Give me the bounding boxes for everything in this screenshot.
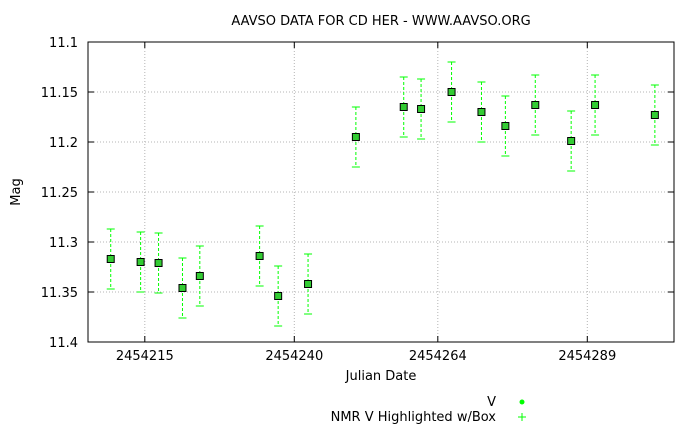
data-point <box>106 255 115 263</box>
legend-label-nmr: NMR V Highlighted w/Box <box>331 410 497 425</box>
chart-title: AAVSO DATA FOR CD HER - WWW.AAVSO.ORG <box>231 14 530 29</box>
data-point <box>255 252 264 260</box>
y-tick-label: 11.25 <box>41 186 78 201</box>
y-axis-label: Mag <box>9 178 24 205</box>
y-tick-label: 11.2 <box>49 136 78 151</box>
y-tick-label: 11.3 <box>49 236 78 251</box>
data-point <box>477 108 486 116</box>
x-axis-label: Julian Date <box>345 369 417 384</box>
x-tick-label: 2454240 <box>265 349 323 364</box>
data-point <box>136 258 145 266</box>
data-point <box>178 284 187 292</box>
x-tick-label: 2454264 <box>409 349 467 364</box>
y-tick-label: 11.1 <box>49 36 78 51</box>
data-point <box>399 103 408 111</box>
data-point <box>447 88 456 96</box>
data-point <box>195 272 204 280</box>
y-tick-label: 11.35 <box>41 286 78 301</box>
grid <box>88 41 674 343</box>
legend-label-v: V <box>487 395 496 410</box>
data-point <box>501 122 510 130</box>
x-tick-label: 2454215 <box>116 349 174 364</box>
data-point <box>351 133 360 141</box>
axis-ticks: 11.1 11.15 11.2 11.25 11.3 11.35 11.4 2454215 24… <box>41 36 674 364</box>
data-point <box>304 280 313 288</box>
data-point <box>154 259 163 267</box>
legend-marker-v <box>519 399 525 405</box>
data-point <box>650 111 659 119</box>
data-point <box>567 137 576 145</box>
data-point <box>591 101 600 109</box>
data-point <box>417 105 426 113</box>
data-point <box>531 101 540 109</box>
data-point <box>274 292 283 300</box>
y-tick-label: 11.4 <box>49 336 78 351</box>
y-tick-label: 11.15 <box>41 86 78 101</box>
data-points <box>106 61 659 327</box>
x-tick-label: 2454289 <box>558 349 616 364</box>
